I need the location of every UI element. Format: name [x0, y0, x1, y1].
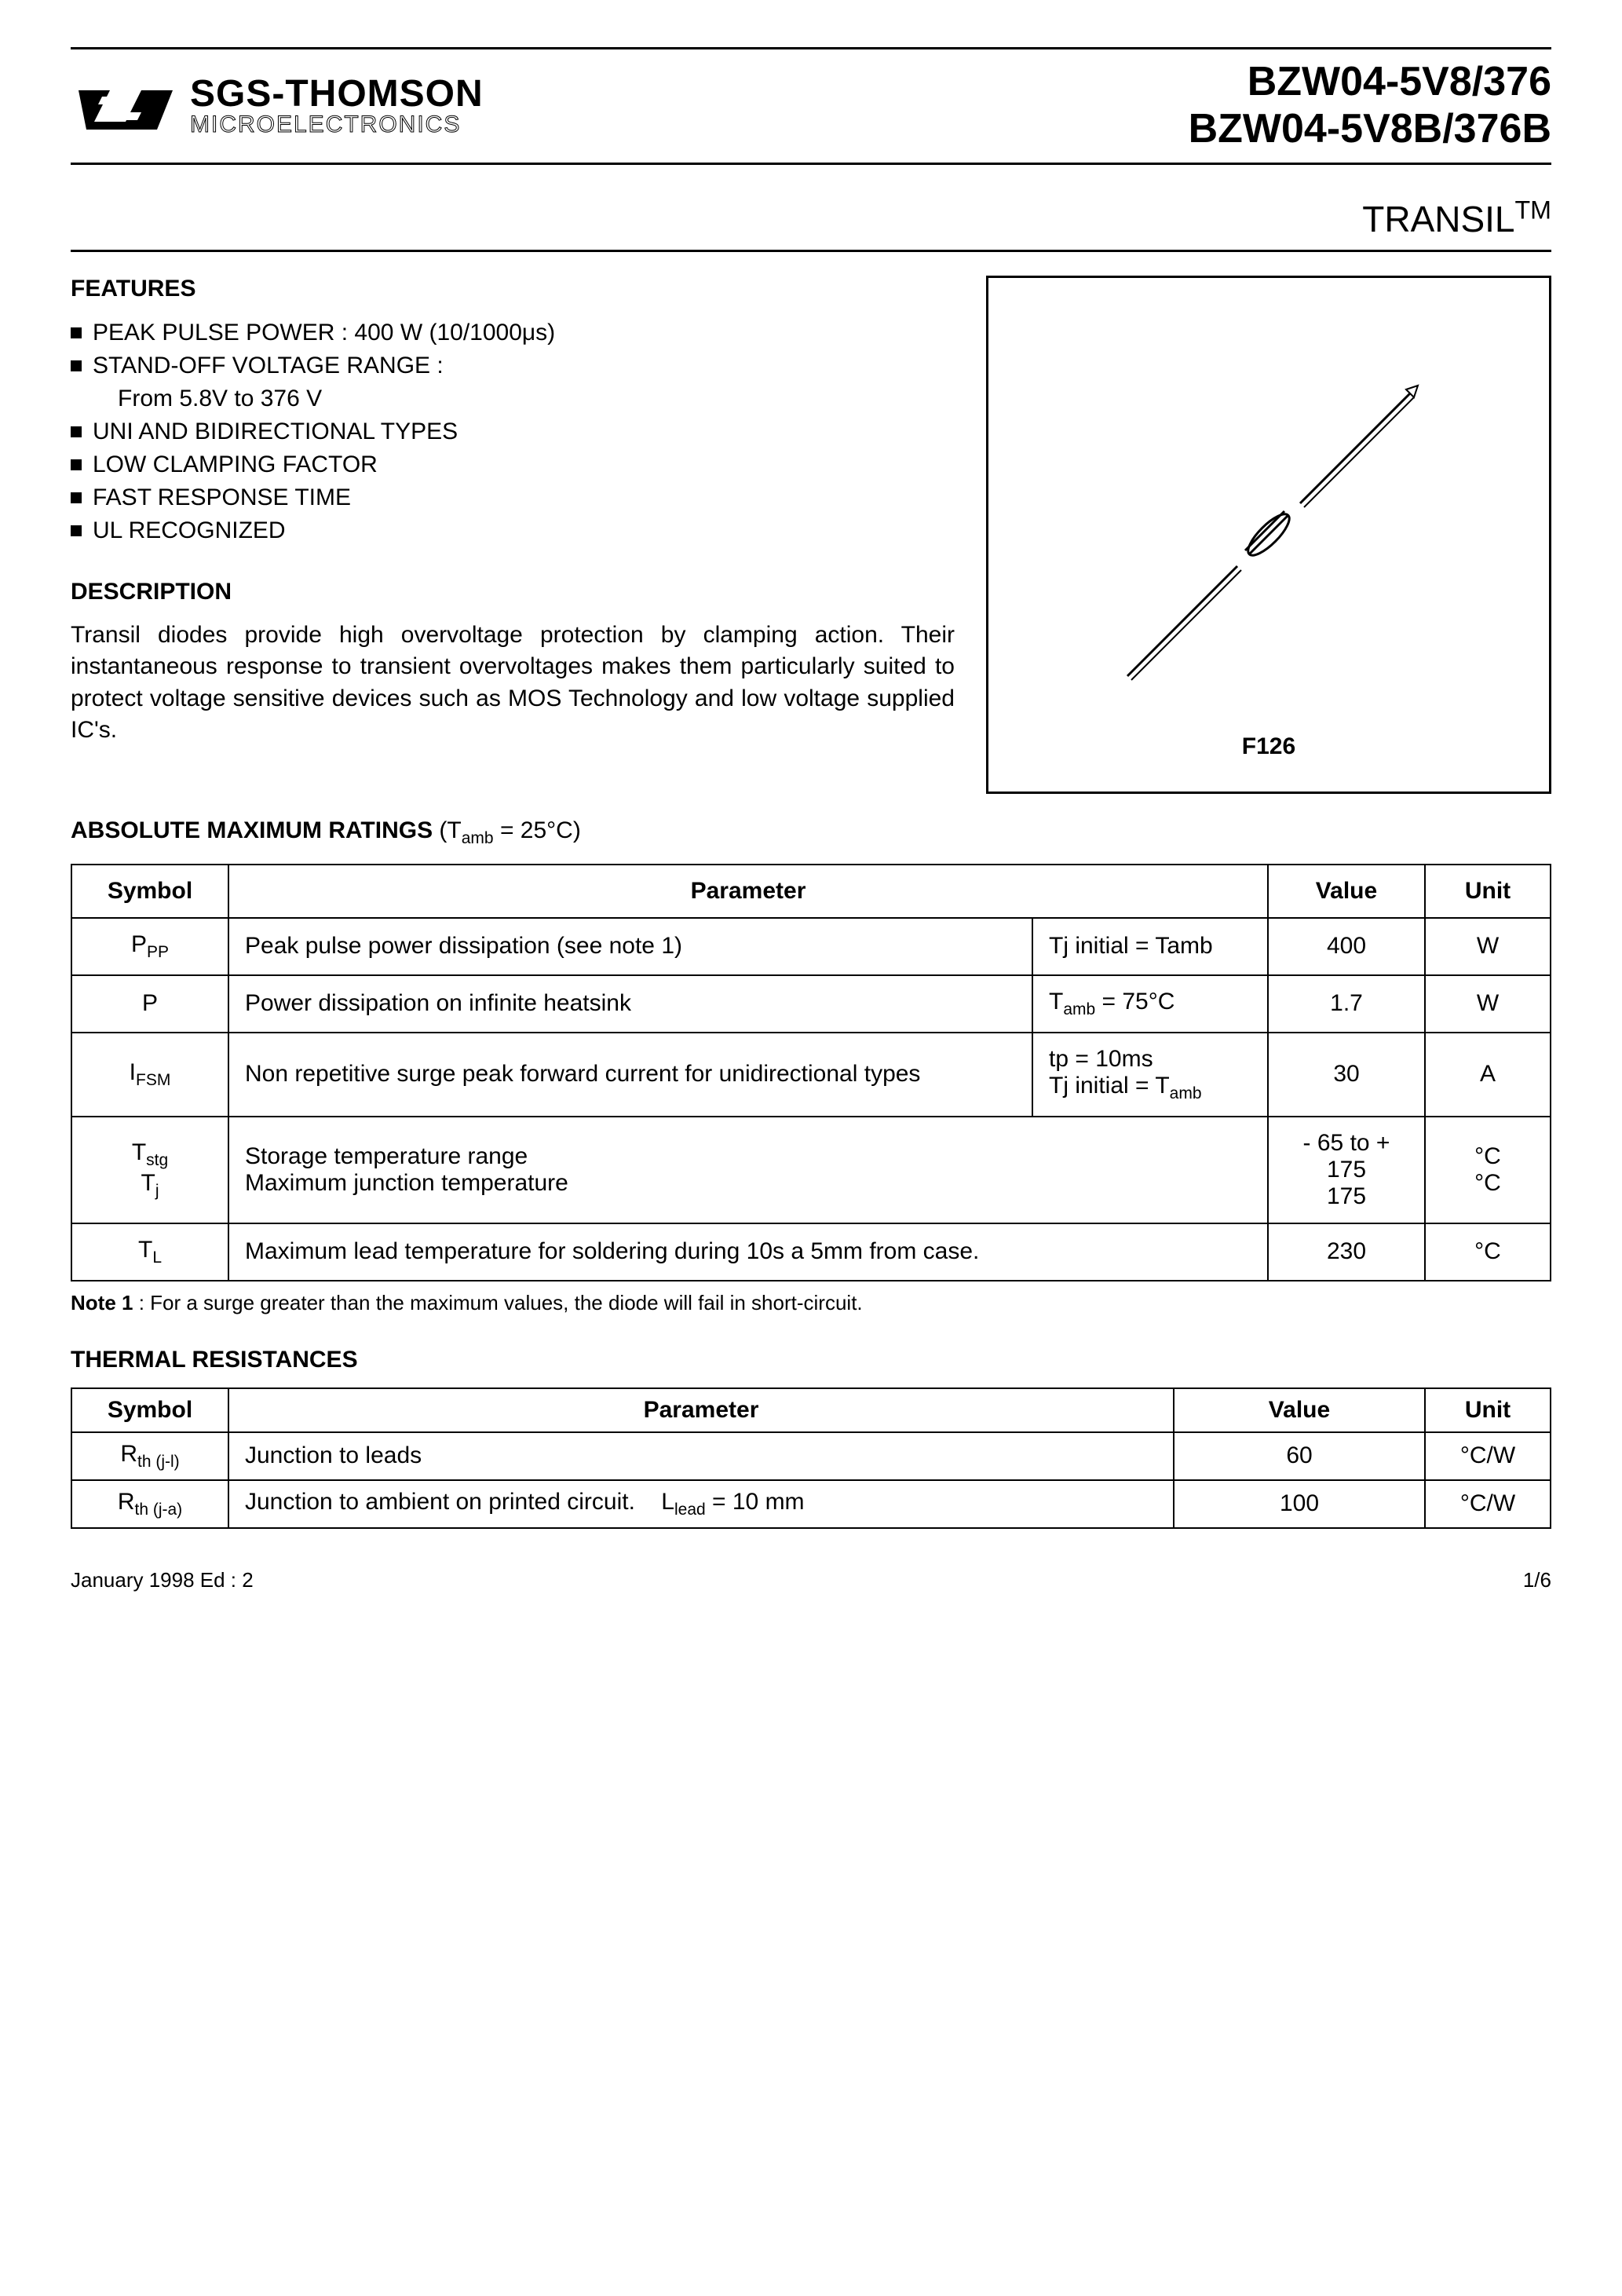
features-list: PEAK PULSE POWER : 400 W (10/1000μs) STA… [71, 316, 955, 547]
col-parameter: Parameter [228, 1388, 1174, 1432]
cell-unit: A [1425, 1033, 1551, 1117]
cell-param: Storage temperature rangeMaximum junctio… [228, 1117, 1268, 1223]
table-row: PPower dissipation on infinite heatsinkT… [71, 975, 1551, 1033]
description-text: Transil diodes provide high overvoltage … [71, 620, 955, 747]
col-symbol: Symbol [71, 1388, 228, 1432]
col-symbol: Symbol [71, 865, 228, 918]
table-row: Rth (j-a)Junction to ambient on printed … [71, 1480, 1551, 1528]
feature-item: PEAK PULSE POWER : 400 W (10/1000μs) [71, 316, 955, 349]
cell-param: Junction to ambient on printed circuit. … [228, 1480, 1174, 1528]
footer-page: 1/6 [1523, 1568, 1551, 1592]
note-text: Note 1 : For a surge greater than the ma… [71, 1291, 1551, 1315]
cell-value: - 65 to + 175175 [1268, 1117, 1425, 1223]
table-row: IFSMNon repetitive surge peak forward cu… [71, 1033, 1551, 1117]
col-unit: Unit [1425, 865, 1551, 918]
feature-item: UL RECOGNIZED [71, 514, 955, 547]
cell-value: 60 [1174, 1432, 1425, 1480]
cell-unit: W [1425, 918, 1551, 975]
package-label: F126 [1242, 733, 1295, 760]
content-row: FEATURES PEAK PULSE POWER : 400 W (10/10… [71, 276, 1551, 794]
table-row: PPPPeak pulse power dissipation (see not… [71, 918, 1551, 975]
feature-item: LOW CLAMPING FACTOR [71, 448, 955, 481]
table-header-row: Symbol Parameter Value Unit [71, 865, 1551, 918]
cell-unit: °C/W [1425, 1480, 1551, 1528]
features-heading: FEATURES [71, 276, 955, 302]
cell-unit: °C/W [1425, 1432, 1551, 1480]
cell-param: Power dissipation on infinite heatsink [228, 975, 1032, 1033]
ratings-heading-cond: (Tamb = 25°C) [433, 817, 581, 843]
cell-cond: Tamb = 75°C [1032, 975, 1268, 1033]
thermal-heading: THERMAL RESISTANCES [71, 1347, 1551, 1373]
part-numbers: BZW04-5V8/376 BZW04-5V8B/376B [1189, 59, 1551, 153]
note-body: : For a surge greater than the maximum v… [133, 1291, 862, 1314]
cell-cond: Tj initial = Tamb [1032, 918, 1268, 975]
feature-item: UNI AND BIDIRECTIONAL TYPES [71, 415, 955, 448]
cell-symbol: P [71, 975, 228, 1033]
cell-symbol: TL [71, 1223, 228, 1281]
feature-item-indent: From 5.8V to 376 V [71, 382, 955, 415]
feature-item: FAST RESPONSE TIME [71, 481, 955, 514]
right-column: F126 [986, 276, 1551, 794]
cell-symbol: PPP [71, 918, 228, 975]
cell-value: 400 [1268, 918, 1425, 975]
diode-icon [1072, 338, 1465, 731]
cell-param: Maximum lead temperature for soldering d… [228, 1223, 1268, 1281]
subtitle-section: TRANSILTM [71, 181, 1551, 252]
col-parameter: Parameter [228, 865, 1268, 918]
note-bold: Note 1 [71, 1291, 133, 1314]
cell-value: 30 [1268, 1033, 1425, 1117]
cell-value: 100 [1174, 1480, 1425, 1528]
cell-param: Junction to leads [228, 1432, 1174, 1480]
cell-value: 230 [1268, 1223, 1425, 1281]
col-value: Value [1268, 865, 1425, 918]
logo-block: SGS-THOMSON MICROELECTRONICS [71, 75, 484, 137]
cell-param: Non repetitive surge peak forward curren… [228, 1033, 1032, 1117]
footer-date: January 1998 Ed : 2 [71, 1568, 254, 1592]
table-row: TstgTjStorage temperature rangeMaximum j… [71, 1117, 1551, 1223]
product-name: TRANSILTM [1362, 199, 1551, 239]
brand-main: SGS-THOMSON [190, 75, 484, 113]
feature-item: STAND-OFF VOLTAGE RANGE : [71, 349, 955, 382]
cell-symbol: Rth (j-a) [71, 1480, 228, 1528]
cell-unit: W [1425, 975, 1551, 1033]
cell-symbol: IFSM [71, 1033, 228, 1117]
brand-text: SGS-THOMSON MICROELECTRONICS [190, 75, 484, 137]
description-heading: DESCRIPTION [71, 579, 955, 605]
ratings-table: Symbol Parameter Value Unit PPPPeak puls… [71, 864, 1551, 1281]
part-line-1: BZW04-5V8/376 [1189, 59, 1551, 106]
brand-sub: MICROELECTRONICS [190, 113, 484, 137]
header-bar: SGS-THOMSON MICROELECTRONICS BZW04-5V8/3… [71, 47, 1551, 165]
left-column: FEATURES PEAK PULSE POWER : 400 W (10/10… [71, 276, 955, 794]
table-row: TLMaximum lead temperature for soldering… [71, 1223, 1551, 1281]
package-diagram: F126 [986, 276, 1551, 794]
col-unit: Unit [1425, 1388, 1551, 1432]
cell-value: 1.7 [1268, 975, 1425, 1033]
cell-unit: °C°C [1425, 1117, 1551, 1223]
part-line-2: BZW04-5V8B/376B [1189, 106, 1551, 153]
ratings-heading-bold: ABSOLUTE MAXIMUM RATINGS [71, 817, 433, 843]
table-header-row: Symbol Parameter Value Unit [71, 1388, 1551, 1432]
cell-cond: tp = 10msTj initial = Tamb [1032, 1033, 1268, 1117]
footer: January 1998 Ed : 2 1/6 [71, 1568, 1551, 1592]
col-value: Value [1174, 1388, 1425, 1432]
table-row: Rth (j-l)Junction to leads60°C/W [71, 1432, 1551, 1480]
cell-symbol: TstgTj [71, 1117, 228, 1223]
cell-param: Peak pulse power dissipation (see note 1… [228, 918, 1032, 975]
cell-symbol: Rth (j-l) [71, 1432, 228, 1480]
trademark: TM [1515, 196, 1551, 225]
cell-unit: °C [1425, 1223, 1551, 1281]
st-logo-icon [71, 75, 181, 137]
ratings-heading: ABSOLUTE MAXIMUM RATINGS (Tamb = 25°C) [71, 817, 1551, 848]
thermal-table: Symbol Parameter Value Unit Rth (j-l)Jun… [71, 1387, 1551, 1529]
product-name-text: TRANSIL [1362, 199, 1514, 239]
